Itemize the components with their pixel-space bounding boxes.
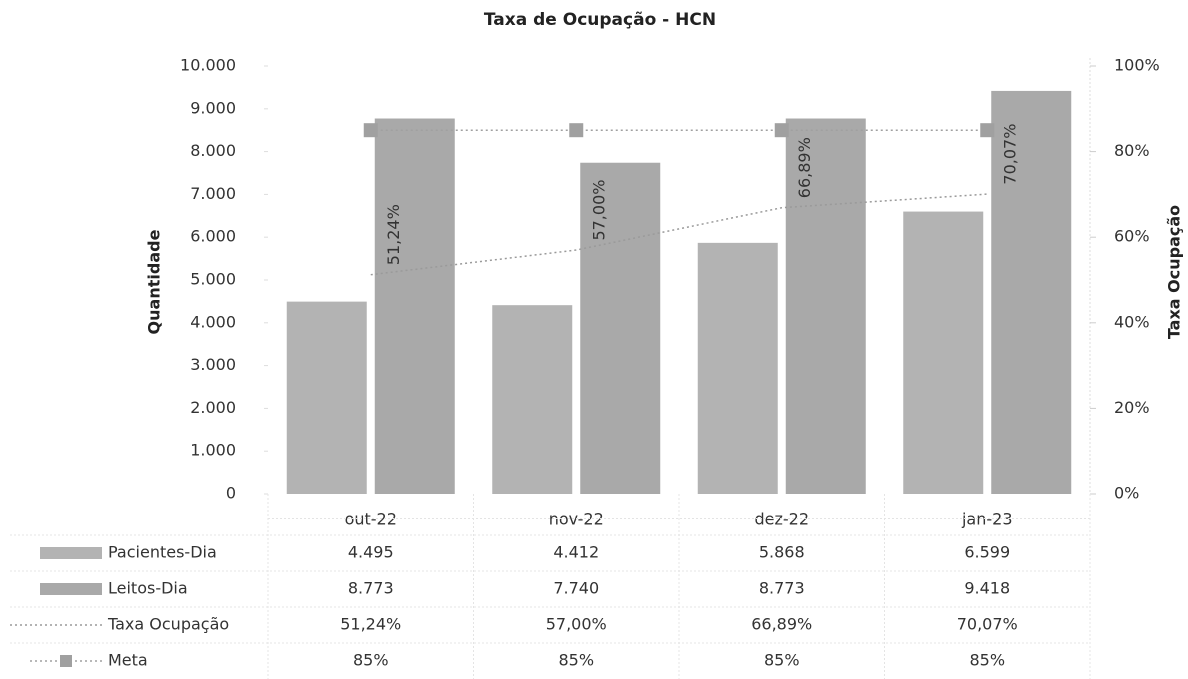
table-value: 8.773 xyxy=(759,579,805,598)
y-tick-label: 1.000 xyxy=(190,441,236,460)
table-value: 4.412 xyxy=(553,543,599,562)
x-tick-label: jan-23 xyxy=(961,510,1013,529)
table-value: 8.773 xyxy=(348,579,394,598)
table-value: 5.868 xyxy=(759,543,805,562)
y2-tick-label: 20% xyxy=(1114,398,1150,417)
table-value: 85% xyxy=(969,651,1005,670)
legend-label: Leitos-Dia xyxy=(108,579,188,598)
y-tick-label: 10.000 xyxy=(180,56,236,75)
data-label: 51,24% xyxy=(384,204,403,265)
bar xyxy=(785,118,866,495)
table-value: 7.740 xyxy=(553,579,599,598)
bar xyxy=(697,242,778,494)
bar xyxy=(492,305,573,494)
table-value: 51,24% xyxy=(340,615,401,634)
y-axis-label: Quantidade xyxy=(145,229,164,334)
marker xyxy=(980,123,995,138)
y-tick-label: 9.000 xyxy=(190,98,236,117)
y2-tick-label: 100% xyxy=(1114,56,1160,75)
table-value: 85% xyxy=(558,651,594,670)
table-value: 6.599 xyxy=(964,543,1010,562)
marker xyxy=(363,123,378,138)
legend-label: Taxa Ocupação xyxy=(107,615,229,634)
legend-swatch xyxy=(40,583,102,595)
bar xyxy=(286,301,367,494)
marker xyxy=(569,123,584,138)
y-tick-label: 3.000 xyxy=(190,355,236,374)
marker xyxy=(774,123,789,138)
data-label: 70,07% xyxy=(1001,124,1020,185)
legend-marker xyxy=(60,655,72,667)
x-tick-label: out-22 xyxy=(345,510,397,529)
chart-title: Taxa de Ocupação - HCN xyxy=(484,10,716,30)
y-tick-label: 4.000 xyxy=(190,312,236,331)
line xyxy=(370,193,988,276)
y-tick-label: 6.000 xyxy=(190,227,236,246)
legend-label: Pacientes-Dia xyxy=(108,543,217,562)
y-tick-label: 8.000 xyxy=(190,141,236,160)
bar xyxy=(580,162,661,494)
y2-tick-label: 40% xyxy=(1114,312,1150,331)
table-value: 85% xyxy=(353,651,389,670)
bar xyxy=(903,211,984,494)
legend-swatch xyxy=(40,547,102,559)
y-tick-label: 7.000 xyxy=(190,184,236,203)
y2-tick-label: 80% xyxy=(1114,141,1150,160)
table-value: 85% xyxy=(764,651,800,670)
table-value: 4.495 xyxy=(348,543,394,562)
y-tick-label: 5.000 xyxy=(190,270,236,289)
y2-tick-label: 60% xyxy=(1114,227,1150,246)
bar xyxy=(991,90,1072,494)
data-label: 57,00% xyxy=(590,180,609,241)
table-value: 70,07% xyxy=(957,615,1018,634)
y2-axis-label: Taxa Ocupação xyxy=(1165,205,1184,339)
y-tick-label: 0 xyxy=(226,484,236,503)
table-value: 66,89% xyxy=(751,615,812,634)
table-value: 57,00% xyxy=(546,615,607,634)
legend-label: Meta xyxy=(108,651,148,670)
y2-tick-label: 0% xyxy=(1114,484,1139,503)
table-value: 9.418 xyxy=(964,579,1010,598)
y-tick-label: 2.000 xyxy=(190,398,236,417)
data-label: 66,89% xyxy=(795,137,814,198)
bar xyxy=(374,118,455,495)
